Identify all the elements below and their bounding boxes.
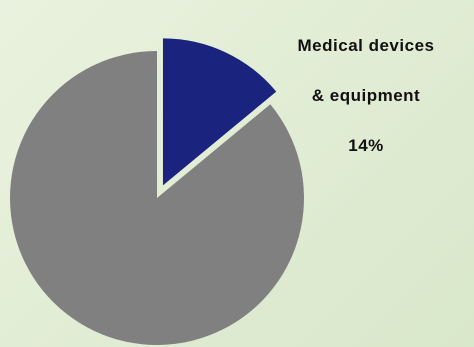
slice-label-line-1: Medical devices xyxy=(297,36,435,55)
pie-slice-other[interactable] xyxy=(9,51,304,345)
slice-label-line-2: & equipment xyxy=(311,86,421,105)
slice-label-medical-devices: Medical devices & equipment 14% xyxy=(258,8,474,183)
pie-slice-medical-devices[interactable] xyxy=(162,38,277,186)
slice-label-line-3: 14% xyxy=(348,136,384,155)
